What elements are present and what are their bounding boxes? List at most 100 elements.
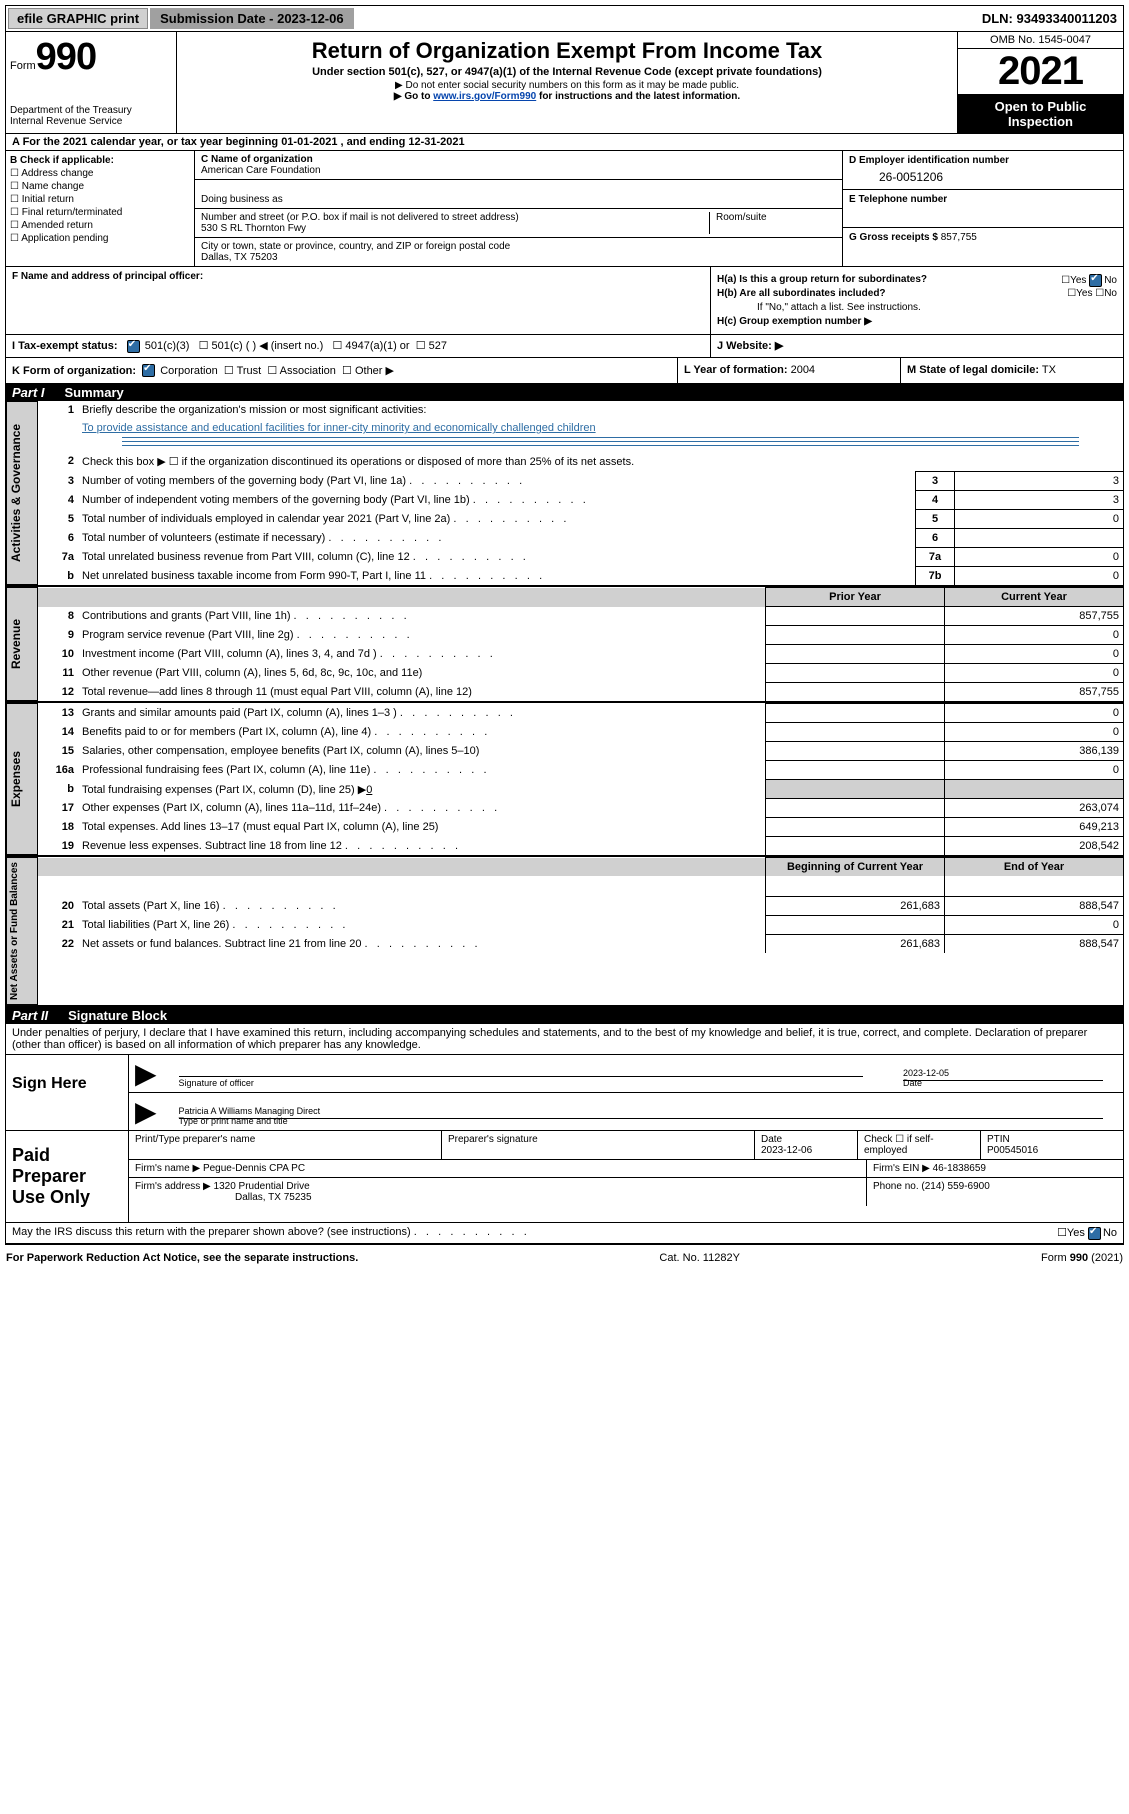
sign-right: ▶ Signature of officer 2023-12-05 Date ▶…: [128, 1055, 1123, 1130]
l16b: Total fundraising expenses (Part IX, col…: [78, 780, 766, 799]
prep-h4: Check ☐ if self-employed: [858, 1131, 981, 1159]
line7a-text: Total unrelated business revenue from Pa…: [78, 548, 916, 567]
chk-name[interactable]: ☐ Name change: [10, 181, 190, 192]
l16a: Professional fundraising fees (Part IX, …: [78, 761, 766, 780]
dept-treasury: Department of the Treasury Internal Reve…: [6, 101, 136, 131]
l21: Total liabilities (Part X, line 26): [78, 916, 766, 935]
head-end: End of Year: [945, 858, 1124, 877]
preparer-block: Paid Preparer Use Only Print/Type prepar…: [6, 1131, 1123, 1223]
penalties-text: Under penalties of perjury, I declare th…: [6, 1024, 1123, 1055]
head-prior: Prior Year: [766, 588, 945, 607]
gross-val: 857,755: [941, 232, 977, 243]
footer-left: For Paperwork Reduction Act Notice, see …: [6, 1252, 358, 1264]
prep-head-row: Print/Type preparer's name Preparer's si…: [129, 1131, 1123, 1160]
ha-no-check[interactable]: [1089, 274, 1102, 287]
form-word: Form: [10, 60, 36, 72]
ein-box: D Employer identification number 26-0051…: [843, 151, 1123, 190]
city-val: Dallas, TX 75203: [201, 252, 278, 263]
c11: 0: [945, 664, 1124, 683]
l19: Revenue less expenses. Subtract line 18 …: [78, 837, 766, 856]
vtab-rev: Revenue: [6, 587, 38, 701]
l9: Program service revenue (Part VIII, line…: [78, 626, 766, 645]
city-row: City or town, state or province, country…: [195, 238, 842, 266]
block-bcde: B Check if applicable: ☐ Address change …: [6, 151, 1123, 267]
c9: 0: [945, 626, 1124, 645]
street-label: Number and street (or P.O. box if mail i…: [201, 212, 519, 223]
form-number: 990: [36, 36, 96, 78]
vtab-exp: Expenses: [6, 703, 38, 855]
omb-number: OMB No. 1545-0047: [958, 32, 1123, 49]
irs-link[interactable]: www.irs.gov/Form990: [433, 91, 536, 102]
l20: Total assets (Part X, line 16): [78, 897, 766, 916]
city-label: City or town, state or province, country…: [201, 241, 510, 252]
right-box: OMB No. 1545-0047 2021 Open to Public In…: [957, 32, 1123, 133]
sect-netassets: Net Assets or Fund Balances Beginning of…: [6, 857, 1123, 1007]
e22: 888,547: [945, 935, 1124, 954]
top-bar: efile GRAPHIC print Submission Date - 20…: [6, 6, 1123, 32]
l14: Benefits paid to or for members (Part IX…: [78, 723, 766, 742]
sig-officer: Signature of officer: [179, 1076, 863, 1088]
c13: 0: [945, 704, 1124, 723]
chk-final[interactable]: ☐ Final return/terminated: [10, 207, 190, 218]
street-val: 530 S RL Thornton Fwy: [201, 223, 306, 234]
col-b: B Check if applicable: ☐ Address change …: [6, 151, 195, 266]
prep-h5: PTINP00545016: [981, 1131, 1123, 1159]
row-j-website: J Website: ▶: [711, 335, 1123, 357]
colb-title: B Check if applicable:: [10, 155, 190, 166]
mission-text: To provide assistance and educationl fac…: [82, 422, 596, 434]
sig-date: 2023-12-05 Date: [903, 1080, 1103, 1088]
footer: For Paperwork Reduction Act Notice, see …: [0, 1250, 1129, 1266]
head-curr: Current Year: [945, 588, 1124, 607]
line6-text: Total number of volunteers (estimate if …: [78, 529, 916, 548]
row-a: A For the 2021 calendar year, or tax yea…: [6, 134, 1123, 151]
phone-label: E Telephone number: [849, 194, 947, 205]
val4: 3: [955, 491, 1124, 510]
l12: Total revenue—add lines 8 through 11 (mu…: [78, 683, 766, 702]
chk-address[interactable]: ☐ Address change: [10, 168, 190, 179]
h-b-note: If "No," attach a list. See instructions…: [717, 302, 1117, 313]
part-i-num: Part I: [12, 385, 65, 400]
discuss-text: May the IRS discuss this return with the…: [12, 1226, 1057, 1240]
phone-box: E Telephone number: [843, 190, 1123, 229]
part-ii-header: Part II Signature Block: [6, 1007, 1123, 1024]
c14: 0: [945, 723, 1124, 742]
h-a: H(a) Is this a group return for subordin…: [717, 274, 1117, 285]
e21: 0: [945, 916, 1124, 935]
col-k: K Form of organization: Corporation ☐ Tr…: [6, 358, 678, 384]
form-container: efile GRAPHIC print Submission Date - 20…: [5, 5, 1124, 1245]
footer-right: Form 990 (2021): [1041, 1252, 1123, 1264]
line5-text: Total number of individuals employed in …: [78, 510, 916, 529]
col-f: F Name and address of principal officer:: [6, 267, 711, 334]
sect-expenses: Expenses 13Grants and similar amounts pa…: [6, 703, 1123, 857]
chk-501c3[interactable]: [127, 340, 140, 353]
row-fh: F Name and address of principal officer:…: [6, 267, 1123, 335]
part-i-title: Summary: [65, 385, 124, 400]
b22: 261,683: [766, 935, 945, 954]
sect-governance: Activities & Governance 1Briefly describ…: [6, 401, 1123, 587]
row-i: I Tax-exempt status: 501(c)(3) ☐ 501(c) …: [6, 335, 1123, 358]
chk-amended[interactable]: ☐ Amended return: [10, 220, 190, 231]
val6: [955, 529, 1124, 548]
discuss-row: May the IRS discuss this return with the…: [6, 1223, 1123, 1244]
submission-date: Submission Date - 2023-12-06: [150, 8, 354, 29]
chk-corp[interactable]: [142, 364, 155, 377]
c10: 0: [945, 645, 1124, 664]
dln: DLN: 93493340011203: [976, 8, 1123, 29]
row-klm: K Form of organization: Corporation ☐ Tr…: [6, 358, 1123, 385]
chk-initial[interactable]: ☐ Initial return: [10, 194, 190, 205]
b21: [766, 916, 945, 935]
form-id-cell: Form990 Department of the Treasury Inter…: [6, 32, 177, 133]
l17: Other expenses (Part IX, column (A), lin…: [78, 799, 766, 818]
subtitle-2: ▶ Do not enter social security numbers o…: [181, 80, 953, 91]
l11: Other revenue (Part VIII, column (A), li…: [78, 664, 766, 683]
f-label: F Name and address of principal officer:: [12, 271, 203, 282]
prep-addr-row: Firm's address ▶ 1320 Prudential DriveDa…: [129, 1178, 1123, 1206]
name-row: C Name of organization American Care Fou…: [195, 151, 842, 180]
c-label: C Name of organization: [201, 154, 313, 165]
discuss-no-check[interactable]: [1088, 1227, 1101, 1240]
efile-button[interactable]: efile GRAPHIC print: [8, 8, 148, 29]
preparer-right: Print/Type preparer's name Preparer's si…: [128, 1131, 1123, 1222]
vtab-net: Net Assets or Fund Balances: [6, 857, 38, 1005]
chk-pending[interactable]: ☐ Application pending: [10, 233, 190, 244]
sig-arrow-1: ▶: [129, 1057, 159, 1090]
